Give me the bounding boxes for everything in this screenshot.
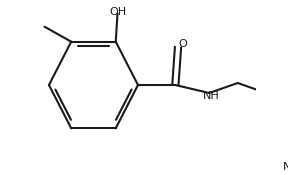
Text: N: N bbox=[283, 162, 288, 172]
Text: O: O bbox=[178, 39, 187, 49]
Text: OH: OH bbox=[109, 7, 126, 17]
Text: NH: NH bbox=[202, 91, 219, 101]
